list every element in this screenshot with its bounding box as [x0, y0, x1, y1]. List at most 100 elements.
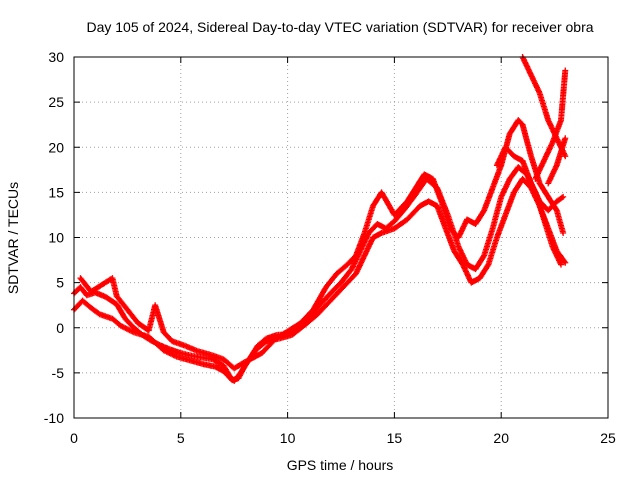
marker-trail	[213, 364, 226, 374]
marker-trail	[290, 322, 307, 338]
grid-lines	[74, 57, 608, 418]
marker-trail	[490, 163, 504, 190]
marker-trail	[554, 249, 568, 265]
chart-title: Day 105 of 2024, Sidereal Day-to-day VTE…	[86, 19, 593, 35]
y-tick-label: -10	[44, 410, 64, 426]
marker-trail	[512, 153, 525, 164]
marker-trail	[324, 271, 339, 289]
marker-trail	[311, 285, 329, 312]
marker-trail	[469, 275, 482, 285]
marker-trail	[430, 177, 444, 203]
marker-trail	[503, 190, 517, 217]
marker-trail	[285, 321, 303, 334]
marker-trail	[243, 350, 264, 365]
marker-trail	[302, 312, 320, 328]
marker-trail	[528, 181, 542, 203]
marker-trail	[161, 330, 175, 344]
marker-trail	[405, 186, 418, 204]
marker-trail	[362, 204, 376, 235]
marker-trail	[490, 195, 504, 230]
marker-trail	[211, 357, 226, 368]
marker-trail	[114, 302, 128, 321]
marker-trail	[392, 217, 409, 231]
y-tick-label: 25	[48, 94, 64, 110]
marker-trail	[473, 208, 487, 226]
data-point	[562, 67, 569, 74]
data-point	[560, 193, 567, 200]
x-tick-label: 5	[177, 430, 185, 446]
y-axis-label: SDTVAR / TECUs	[5, 182, 21, 294]
marker-trail	[236, 364, 248, 380]
series-track-7	[545, 135, 569, 187]
marker-trail	[443, 226, 457, 253]
marker-trail	[546, 199, 559, 213]
data-point	[560, 229, 567, 236]
marker-trail	[473, 253, 487, 271]
x-tick-label: 15	[387, 430, 403, 446]
marker-trail	[109, 276, 120, 298]
y-tick-label: 30	[48, 49, 64, 65]
marker-trail	[520, 123, 534, 158]
series-track-2	[71, 175, 569, 384]
series-track-3	[77, 117, 567, 372]
marker-trail	[221, 369, 234, 382]
marker-trail	[334, 262, 350, 276]
marker-trail	[78, 285, 89, 298]
series-track-6	[532, 67, 569, 182]
x-tick-label: 10	[280, 430, 296, 446]
marker-trail	[438, 199, 453, 230]
marker-trail	[545, 226, 560, 253]
marker-trail	[485, 236, 500, 267]
y-tick-label: 20	[48, 139, 64, 155]
marker-trail	[533, 159, 547, 181]
marker-trail	[384, 219, 397, 231]
marker-trail	[328, 285, 346, 303]
marker-trail	[452, 249, 465, 267]
marker-trail	[554, 208, 566, 235]
marker-trail	[507, 118, 521, 136]
data-point	[562, 135, 569, 142]
marker-trail	[392, 206, 408, 224]
marker-trail	[114, 294, 130, 312]
marker-trail	[123, 316, 136, 330]
marker-trail	[110, 316, 123, 328]
marker-trail	[511, 177, 525, 195]
marker-trail	[341, 271, 358, 289]
marker-trail	[537, 204, 551, 231]
marker-trail	[494, 145, 508, 167]
x-tick-label: 25	[600, 430, 616, 446]
marker-trail	[146, 334, 166, 353]
marker-trail	[545, 163, 560, 185]
y-tick-label: 5	[56, 275, 64, 291]
marker-trail	[494, 213, 508, 240]
marker-trail	[554, 136, 568, 167]
marker-trail	[541, 141, 555, 163]
marker-trail	[119, 323, 136, 335]
marker-trail	[253, 339, 269, 353]
marker-trail	[537, 181, 551, 199]
y-tick-label: 0	[56, 320, 64, 336]
marker-trail	[353, 253, 367, 276]
marker-trail	[481, 227, 496, 257]
marker-trail	[460, 263, 474, 285]
x-tick-label: 20	[493, 430, 509, 446]
marker-trail	[273, 329, 290, 342]
marker-trail	[413, 172, 427, 190]
marker-trail	[434, 204, 449, 231]
marker-trail	[125, 307, 141, 325]
data-point	[562, 153, 569, 160]
y-tick-label: 10	[48, 230, 64, 246]
marker-trail	[477, 262, 491, 280]
marker-trail	[537, 91, 551, 122]
marker-trail	[379, 190, 397, 217]
marker-trail	[317, 291, 333, 307]
marker-trail	[555, 194, 565, 204]
marker-trail	[550, 118, 564, 145]
marker-trail	[345, 253, 358, 267]
marker-trail	[520, 55, 534, 77]
data-series	[71, 54, 569, 384]
marker-trail	[339, 267, 354, 285]
y-tick-label: 15	[48, 184, 64, 200]
